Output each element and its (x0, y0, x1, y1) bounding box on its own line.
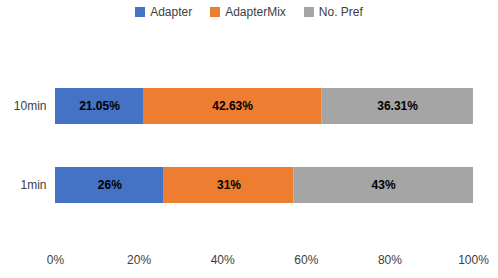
svg-text:60%: 60% (294, 253, 318, 267)
svg-text:36.31%: 36.31% (377, 99, 418, 113)
svg-text:40%: 40% (211, 253, 235, 267)
svg-text:100%: 100% (458, 253, 489, 267)
svg-text:31%: 31% (217, 178, 241, 192)
svg-text:20%: 20% (127, 253, 151, 267)
svg-text:43%: 43% (372, 178, 396, 192)
html-text:Adapter: Adapter (150, 5, 193, 19)
svg-text:1min: 1min (20, 178, 46, 192)
svg-text:0%: 0% (47, 253, 65, 267)
svg-text:10min: 10min (14, 99, 47, 113)
svg-text:80%: 80% (378, 253, 402, 267)
html-text:AdapterMix: AdapterMix (225, 5, 286, 19)
svg-text:26%: 26% (98, 178, 122, 192)
svg-text:21.05%: 21.05% (79, 99, 120, 113)
svg-text:42.63%: 42.63% (212, 99, 253, 113)
html-text:No. Pref: No. Pref (318, 5, 363, 19)
